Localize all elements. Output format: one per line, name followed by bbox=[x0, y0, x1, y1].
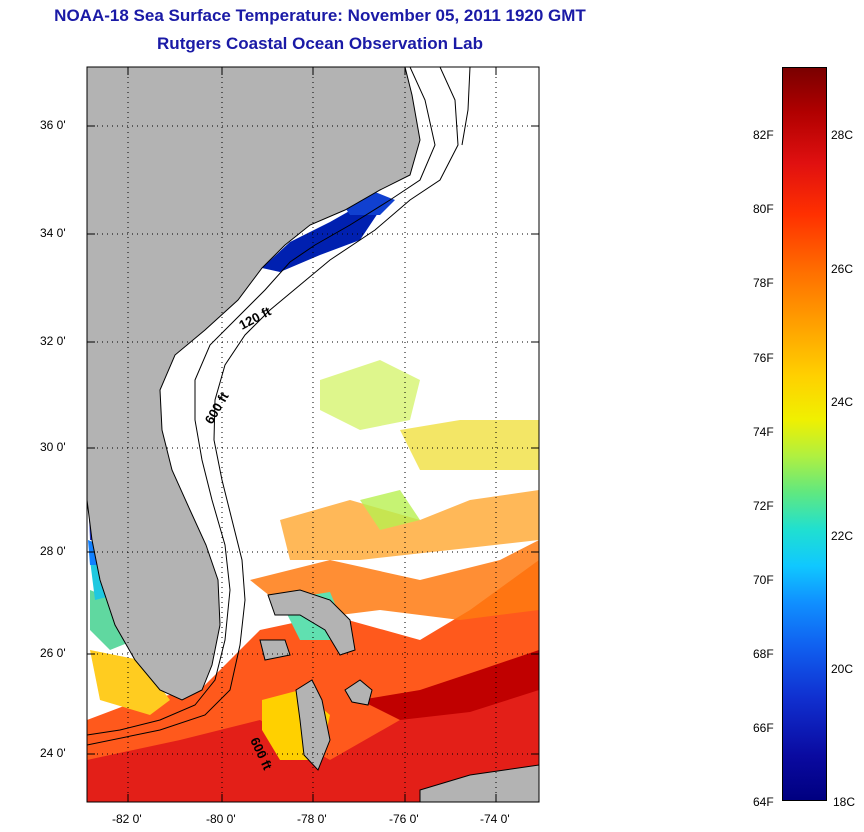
lat-label-30: 30 0' bbox=[40, 440, 66, 454]
colorbar-label-66f: 66F bbox=[753, 721, 774, 735]
lon-label-82: -82 0' bbox=[112, 812, 142, 826]
colorbar-label-22c: 22C bbox=[831, 529, 854, 543]
bahamas-eleuthera bbox=[344, 679, 373, 706]
bathymetry-contours bbox=[87, 67, 471, 746]
lon-label-76: -76 0' bbox=[389, 812, 419, 826]
colorbar-label-74f: 74F bbox=[753, 425, 774, 439]
colorbar-label-68f: 68F bbox=[753, 647, 774, 661]
lon-label-78: -78 0' bbox=[297, 812, 327, 826]
lat-label-24: 24 0' bbox=[40, 746, 66, 760]
colorbar-label-80f: 80F bbox=[753, 202, 774, 216]
lat-label-32: 32 0' bbox=[40, 334, 66, 348]
lat-lon-grid bbox=[87, 67, 539, 802]
colorbar-label-72f: 72F bbox=[753, 499, 774, 513]
bahamas-grand bbox=[259, 639, 291, 661]
colorbar-label-76f: 76F bbox=[753, 351, 774, 365]
bahamas-andros bbox=[295, 679, 331, 771]
map-subtitle: Rutgers Coastal Ocean Observation Lab bbox=[157, 34, 483, 53]
cuba-coast bbox=[419, 764, 539, 802]
colorbar-label-18c: 18C bbox=[833, 795, 856, 809]
lat-label-28: 28 0' bbox=[40, 544, 66, 558]
colorbar-label-24c: 24C bbox=[831, 395, 854, 409]
lat-label-36: 36 0' bbox=[40, 118, 66, 132]
colorbar-label-20c: 20C bbox=[831, 662, 854, 676]
bahamas-abaco bbox=[267, 589, 356, 656]
frame-ticks bbox=[87, 67, 539, 802]
lat-label-34: 34 0' bbox=[40, 226, 66, 240]
colorbar-label-26c: 26C bbox=[831, 262, 854, 276]
us-landmass bbox=[87, 67, 421, 701]
lon-label-74: -74 0' bbox=[480, 812, 510, 826]
colorbar-label-82f: 82F bbox=[753, 128, 774, 142]
map-title: NOAA-18 Sea Surface Temperature: Novembe… bbox=[54, 6, 586, 25]
lat-label-26: 26 0' bbox=[40, 646, 66, 660]
colorbar-label-28c: 28C bbox=[831, 128, 854, 142]
temperature-colorbar bbox=[782, 67, 827, 801]
colorbar-label-78f: 78F bbox=[753, 276, 774, 290]
lon-label-80: -80 0' bbox=[206, 812, 236, 826]
colorbar-label-70f: 70F bbox=[753, 573, 774, 587]
colorbar-label-64f: 64F bbox=[753, 795, 774, 809]
